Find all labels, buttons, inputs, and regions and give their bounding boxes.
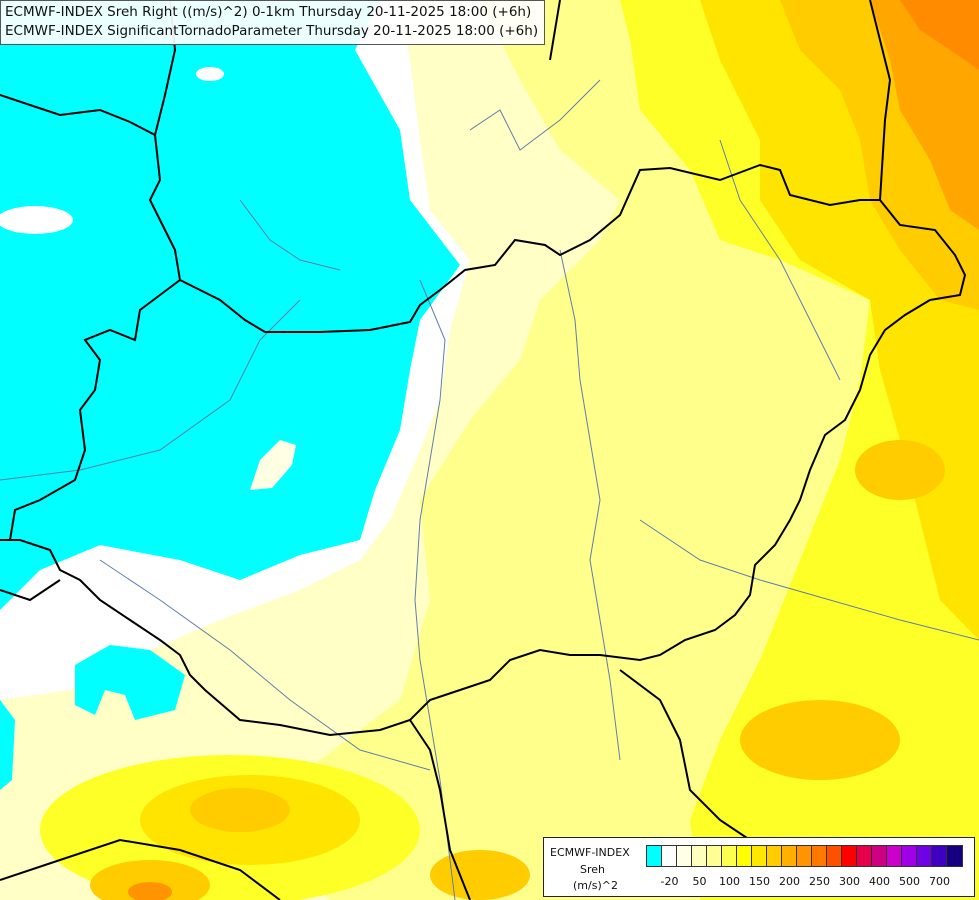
shading-white-hole-west: [0, 206, 73, 234]
legend-swatch: [827, 846, 842, 866]
legend-swatch: [722, 846, 737, 866]
legend-model-name: ECMWF-INDEX: [550, 846, 630, 859]
legend-swatch: [677, 846, 692, 866]
legend-color-bar: [646, 845, 963, 867]
legend-tick-label: 100: [719, 875, 740, 888]
legend-tick-labels: -20 50 100 150 200 250 300 400 500 700: [544, 875, 974, 889]
legend-variable: Sreh: [580, 863, 606, 876]
shading-cyan-southwest: [75, 645, 185, 720]
legend-swatch: [767, 846, 782, 866]
shading-red-orange-corner: [900, 0, 979, 70]
shading-dark-orange-northeast: [870, 0, 979, 230]
shading-cyan-region: [0, 0, 460, 610]
map-title-box: ECMWF-INDEX Sreh Right ((m/s)^2) 0-1km T…: [0, 0, 546, 45]
map-title-line-1: ECMWF-INDEX Sreh Right ((m/s)^2) 0-1km T…: [5, 4, 532, 20]
legend-tick-label: 150: [749, 875, 770, 888]
legend-tick-label: 200: [779, 875, 800, 888]
legend-swatch: [797, 846, 812, 866]
legend-tick-label: 250: [809, 875, 830, 888]
shading-cyan-west-edge: [0, 700, 15, 790]
shading-orange-south-center: [430, 850, 530, 900]
legend-swatch: [842, 846, 857, 866]
legend-swatch: [647, 846, 662, 866]
shading-white-hole-north: [196, 67, 224, 81]
shading-orange-southwest: [90, 860, 210, 900]
legend-tick-label: 50: [692, 875, 707, 888]
lake-balaton-area: [250, 440, 296, 490]
legend-swatch: [662, 846, 677, 866]
color-legend: ECMWF-INDEX Sreh (m/s)^2 -20 50 100 150 200 2…: [543, 837, 975, 897]
legend-swatch: [872, 846, 887, 866]
legend-swatch: [812, 846, 827, 866]
legend-tick-label: -20: [660, 875, 679, 888]
legend-swatch: [737, 846, 752, 866]
map-title-line-2: ECMWF-INDEX SignificantTornadoParameter …: [5, 23, 539, 39]
shading-orange-south: [190, 788, 290, 832]
legend-swatch: [902, 846, 917, 866]
legend-swatch: [932, 846, 947, 866]
legend-tick-label: 400: [869, 875, 890, 888]
legend-tick-label: 500: [899, 875, 920, 888]
rivers: [0, 79, 979, 900]
shading-orange-southeast: [740, 700, 900, 780]
legend-tick-label: 300: [839, 875, 860, 888]
legend-swatch: [917, 846, 932, 866]
legend-swatch: [887, 846, 902, 866]
legend-swatch: [752, 846, 767, 866]
legend-swatch: [857, 846, 872, 866]
shading-dark-orange-southwest: [128, 882, 172, 900]
legend-swatch: [782, 846, 797, 866]
legend-unit: (m/s)^2: [573, 879, 618, 892]
legend-swatch: [947, 846, 962, 866]
shading-orange-east: [855, 440, 945, 500]
legend-swatch: [707, 846, 722, 866]
legend-tick-label: 700: [929, 875, 950, 888]
legend-swatch: [692, 846, 707, 866]
